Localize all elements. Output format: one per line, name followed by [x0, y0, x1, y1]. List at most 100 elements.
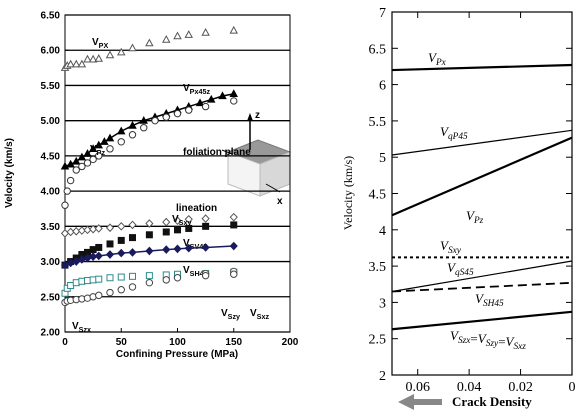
marker [185, 106, 193, 114]
marker [66, 159, 75, 168]
marker [128, 131, 137, 139]
marker [106, 240, 114, 248]
marker [84, 277, 91, 285]
y-tick-label: 7 [379, 6, 386, 21]
x-tick-label: 0.04 [457, 380, 482, 395]
marker [174, 226, 181, 234]
x-label: x [277, 196, 283, 207]
marker [184, 243, 193, 253]
series-label: VqP45 [440, 124, 468, 142]
inset: z foliation plane lineation x [176, 110, 292, 214]
series-label: VPX [92, 37, 108, 50]
marker [229, 212, 238, 222]
series-label: VqS45 [447, 260, 474, 278]
marker [151, 116, 159, 125]
series-label: VPx45z [183, 83, 210, 96]
series-label: VSzx=VSzy=VSxz [450, 328, 526, 352]
marker [229, 241, 238, 251]
marker [89, 246, 97, 254]
marker [117, 126, 126, 135]
marker [78, 277, 86, 285]
marker [83, 149, 92, 157]
marker [129, 234, 136, 242]
y-tick-label: 5.5 [369, 115, 387, 130]
marker [105, 50, 115, 59]
x-tick-label: 0.02 [508, 380, 533, 395]
marker [83, 54, 92, 63]
marker [201, 271, 210, 280]
series-label: VSH45 [475, 291, 504, 309]
marker [106, 288, 114, 297]
marker [230, 270, 238, 278]
marker [173, 216, 182, 226]
marker [128, 248, 137, 257]
y-tick-label: 6 [379, 79, 386, 94]
series-label: VPx [428, 50, 447, 68]
x-tick-label: 50 [116, 337, 128, 348]
left-chart: Velocity (km/s) Confining Pressure (MPa)… [4, 11, 299, 361]
marker [173, 274, 182, 282]
marker [94, 251, 103, 261]
marker [162, 276, 170, 284]
x-tick-label: 0.06 [405, 380, 430, 395]
y-tick-label: 3.00 [41, 257, 61, 268]
y-tick-label: 2.5 [369, 333, 387, 348]
x-tick-label: 0 [62, 337, 68, 348]
marker [202, 222, 210, 230]
marker [195, 98, 205, 107]
series-line [391, 136, 573, 217]
series-label: VSV45 [183, 238, 207, 251]
y-tick-label: 2.50 [41, 292, 61, 303]
marker [185, 224, 193, 232]
series-label: VSxz [250, 308, 269, 321]
lineation-label: lineation [176, 203, 217, 214]
right-chart: Velocity (km/s) Crack Density 2 2.5 3 3.5 4 4… [341, 6, 576, 410]
series-label: VSzx [72, 321, 91, 334]
series-label: VSzy [221, 308, 240, 321]
marker [117, 47, 126, 56]
marker [162, 113, 170, 121]
series-line [391, 310, 573, 331]
marker [184, 30, 193, 38]
marker [140, 124, 148, 132]
marker [72, 156, 81, 165]
y-tick-label: 4.5 [369, 188, 387, 203]
marker [162, 228, 170, 236]
foliation-pointer [221, 149, 233, 155]
marker [207, 94, 216, 103]
marker [201, 27, 210, 36]
z-arrowhead [247, 113, 253, 121]
marker [145, 231, 153, 239]
marker [128, 283, 137, 291]
y-tick-label: 6.00 [41, 46, 61, 57]
marker [95, 243, 103, 251]
series-label: VSxy [440, 238, 462, 256]
marker [67, 282, 75, 290]
marker [94, 54, 103, 62]
marker [229, 25, 238, 34]
marker [128, 43, 137, 52]
y-tick-label: 5 [379, 151, 386, 166]
marker [162, 35, 171, 43]
marker [105, 133, 115, 142]
y-tick-label: 6.50 [41, 11, 61, 22]
marker [88, 54, 98, 63]
marker [63, 187, 71, 195]
marker [145, 38, 154, 47]
marker [60, 260, 70, 270]
series-label: VSH45 [183, 265, 208, 278]
marker [229, 89, 238, 97]
marker [72, 59, 81, 68]
direction-arrow [398, 394, 442, 410]
series-label: VSxy [172, 214, 191, 227]
marker [105, 250, 115, 259]
marker [72, 257, 81, 266]
y-tick-label: 3.5 [369, 260, 387, 275]
marker [145, 278, 154, 287]
marker [78, 162, 86, 171]
y-tick-label: 5.00 [41, 116, 61, 127]
foliation-label: foliation plane [183, 147, 251, 158]
y-axis-label: Velocity (km/s) [4, 138, 15, 208]
